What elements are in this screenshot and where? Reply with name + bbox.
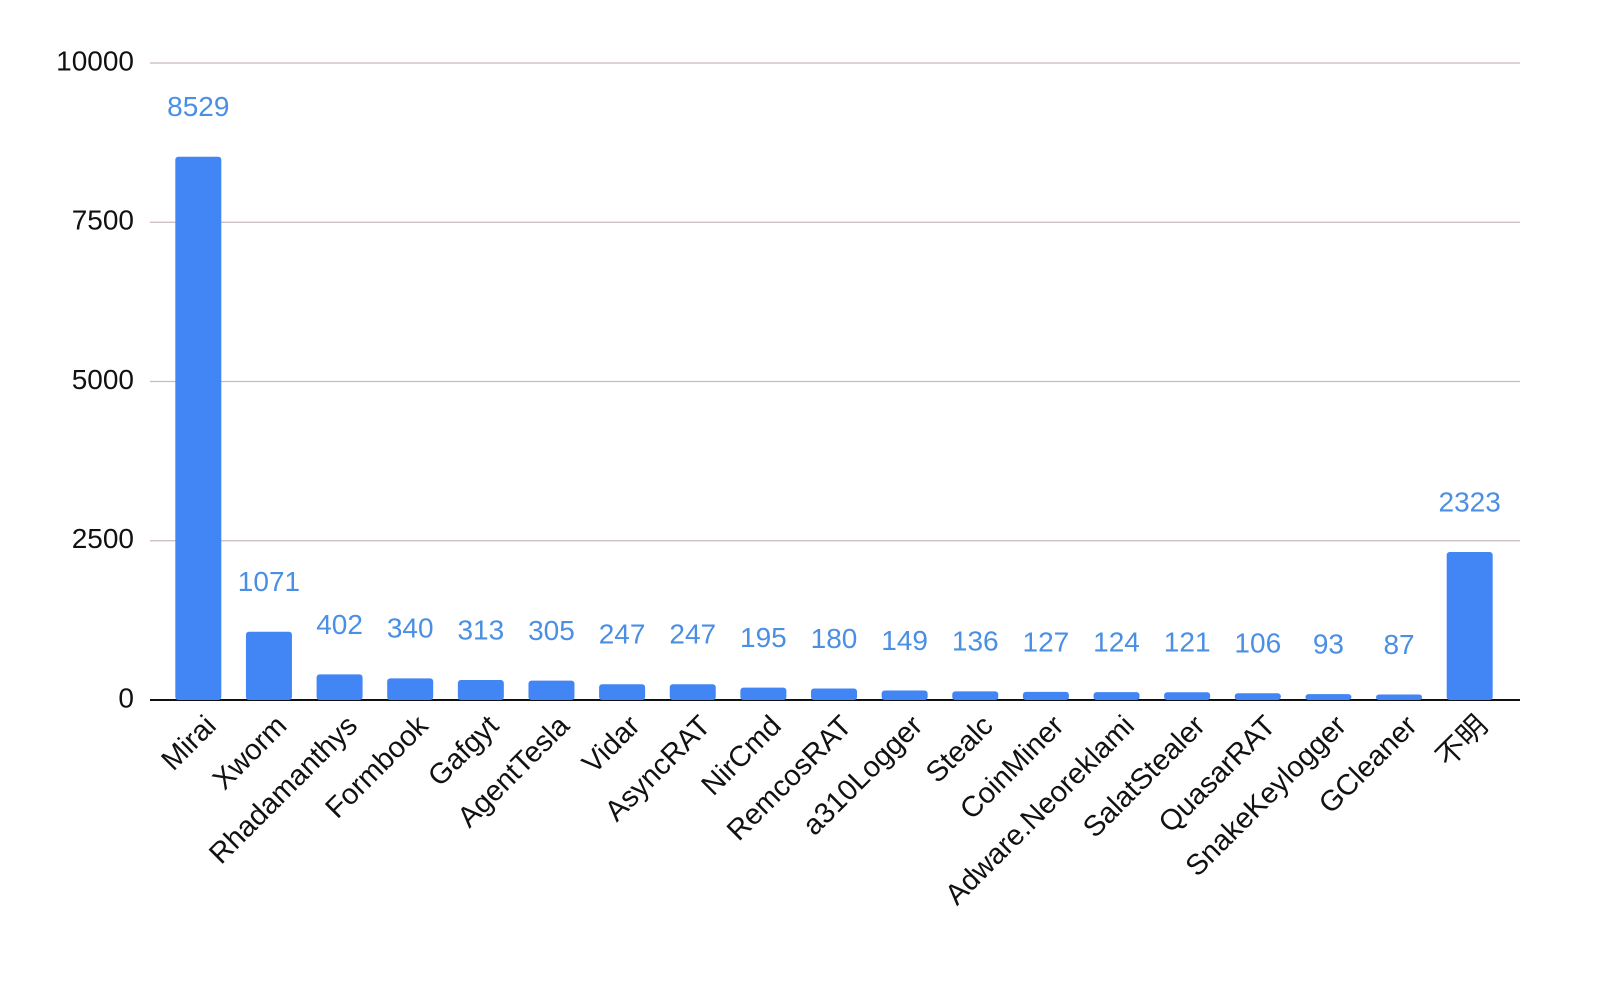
bar xyxy=(175,156,222,700)
data-label: 340 xyxy=(387,613,434,644)
x-tick-label: 不明 xyxy=(1430,710,1494,774)
bar xyxy=(1305,694,1352,700)
bar xyxy=(457,680,504,700)
data-label: 121 xyxy=(1164,627,1211,658)
data-label: 180 xyxy=(811,623,858,654)
data-label: 8529 xyxy=(167,91,229,122)
data-label: 106 xyxy=(1234,628,1281,659)
data-label: 87 xyxy=(1383,629,1414,660)
bar xyxy=(387,678,434,700)
bar xyxy=(811,688,857,700)
y-tick-label: 0 xyxy=(118,682,134,713)
data-label: 247 xyxy=(669,619,716,650)
data-label: 136 xyxy=(952,626,999,657)
bar xyxy=(669,684,716,700)
y-tick-label: 10000 xyxy=(56,45,134,76)
bar xyxy=(1234,693,1281,700)
y-tick-label: 7500 xyxy=(72,205,134,236)
bar xyxy=(1446,552,1493,700)
data-label: 402 xyxy=(316,609,363,640)
bar xyxy=(1022,691,1069,700)
y-tick-label: 5000 xyxy=(72,364,134,395)
data-label: 195 xyxy=(740,622,787,653)
bar xyxy=(245,631,292,700)
bar xyxy=(599,684,646,700)
data-label: 93 xyxy=(1313,628,1344,659)
data-label: 313 xyxy=(457,614,504,645)
bar xyxy=(1376,694,1423,700)
bar xyxy=(1164,692,1211,700)
data-label: 247 xyxy=(599,619,646,650)
bar xyxy=(316,674,363,700)
y-tick-label: 2500 xyxy=(72,523,134,554)
bar xyxy=(952,691,999,700)
data-label: 305 xyxy=(528,615,575,646)
bar xyxy=(740,687,787,700)
data-label: 149 xyxy=(881,625,928,656)
bar xyxy=(1093,692,1140,700)
bar xyxy=(881,690,928,700)
data-label: 124 xyxy=(1093,626,1140,657)
bar xyxy=(528,680,575,700)
data-label: 2323 xyxy=(1439,486,1501,517)
data-label: 1071 xyxy=(238,566,300,597)
data-label: 127 xyxy=(1023,626,1070,657)
